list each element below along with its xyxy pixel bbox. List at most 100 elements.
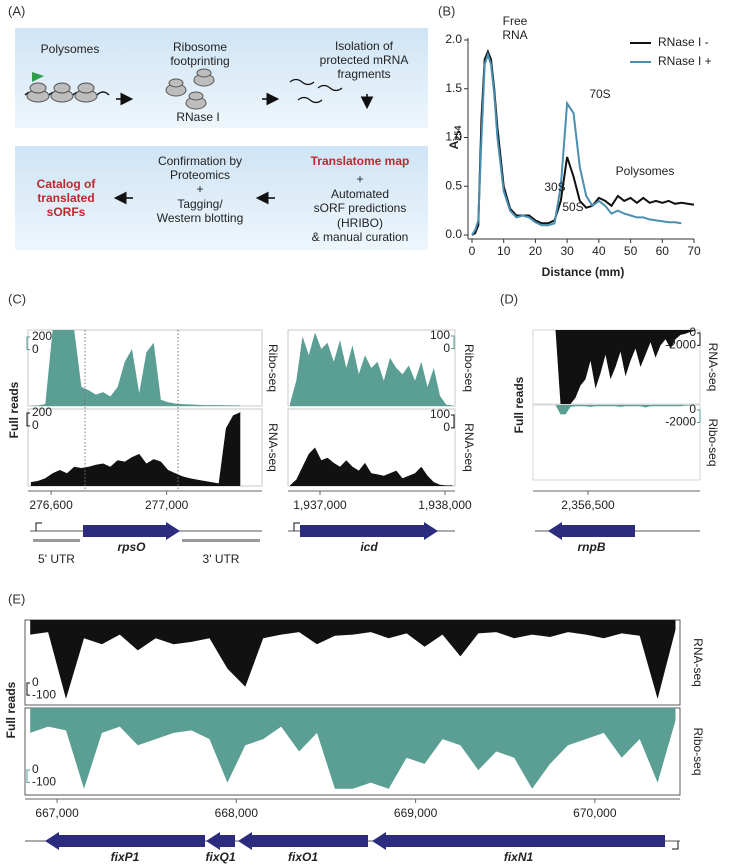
gene-arrow <box>372 832 665 850</box>
step-text: protected mRNA <box>320 53 409 67</box>
track-label: Ribo-seq <box>266 344 280 392</box>
step-text: Western blotting <box>157 211 244 225</box>
coverage-area <box>30 708 676 789</box>
annotation: RNA <box>502 28 527 42</box>
gene-label: fixP1 <box>111 850 140 864</box>
scale-label: 0 <box>689 325 696 339</box>
gene-arrow <box>548 522 635 540</box>
y-tick-label: 1.5 <box>445 81 462 95</box>
scale-label: 200 <box>32 405 52 419</box>
annotation: 50S <box>562 200 583 214</box>
scale-bracket <box>26 336 30 351</box>
x-tick-label: 70 <box>687 244 701 258</box>
y-axis-label: Full reads <box>7 381 21 438</box>
arrows <box>113 92 374 205</box>
step-text: sORF predictions <box>314 201 407 215</box>
utr-bar <box>33 539 80 542</box>
gene-label: fixN1 <box>504 850 534 864</box>
step-text: + <box>356 172 363 186</box>
gene-arrow <box>206 832 235 850</box>
x-tick-label: 277,000 <box>145 498 189 512</box>
scale-label: -2000 <box>665 415 696 429</box>
scale-label: 100 <box>430 328 450 342</box>
gene-label: icd <box>360 540 378 554</box>
step-text: Isolation of <box>335 39 394 53</box>
utr-label: 5' UTR <box>38 552 75 566</box>
fragments <box>289 78 343 104</box>
panel-label: (C) <box>8 291 26 306</box>
y-axis-label: A254 <box>447 126 463 150</box>
x-tick-label: 668,000 <box>215 806 259 820</box>
scale-label: 0 <box>32 762 39 776</box>
y-axis-label: Full reads <box>4 681 18 738</box>
gene-arrow <box>83 522 180 540</box>
x-tick-label: 276,600 <box>29 498 73 512</box>
annotation: Polysomes <box>616 164 675 178</box>
track-label: RNA-seq <box>706 343 720 392</box>
scale-label: 0 <box>443 420 450 434</box>
step-text: RNase I <box>176 110 219 124</box>
x-tick-label: 2,356,500 <box>561 498 615 512</box>
gene-arrow <box>300 522 438 540</box>
x-tick-label: 0 <box>469 244 476 258</box>
coverage-area <box>535 330 696 404</box>
coverage-area <box>535 405 696 415</box>
track-label: Ribo-seq <box>706 418 720 466</box>
x-tick-label: 667,000 <box>35 806 79 820</box>
annotation: 70S <box>589 87 610 101</box>
utr-label: 3' UTR <box>203 552 240 566</box>
workflow-box <box>15 146 428 250</box>
panel-label: (B) <box>438 3 455 18</box>
legend-label: RNase I + <box>658 54 712 68</box>
coverage-area <box>290 332 453 406</box>
x-tick-label: 1,937,000 <box>293 498 347 512</box>
step-text: & manual curation <box>312 230 409 244</box>
annotation: 30S <box>544 180 565 194</box>
coverage-area <box>30 330 241 406</box>
step-title: translated <box>37 191 94 205</box>
scale-label: -100 <box>32 775 56 789</box>
tss-arrow <box>293 522 300 531</box>
step-text: fragments <box>337 67 390 81</box>
start-flag <box>32 72 44 82</box>
gene-label: fixQ1 <box>205 850 235 864</box>
scale-label: 0 <box>32 418 39 432</box>
tss-arrow <box>35 522 42 531</box>
scale-label: 200 <box>32 329 52 343</box>
scale-bracket <box>26 412 30 427</box>
x-tick-label: 670,000 <box>573 806 617 820</box>
x-tick-label: 40 <box>592 244 606 258</box>
track-label: Ribo-seq <box>462 344 476 392</box>
scale-label: -2000 <box>665 338 696 352</box>
x-tick-label: 30 <box>560 244 574 258</box>
step-text: Automated <box>331 187 389 201</box>
y-tick-label: 0.5 <box>445 178 462 192</box>
step-title: Translatome map <box>311 154 410 168</box>
step-text: Proteomics <box>170 168 230 182</box>
y-tick-label: 0.0 <box>445 227 462 241</box>
panel-label: (A) <box>8 3 25 18</box>
scale-bracket <box>451 335 455 350</box>
track-label: Ribo-seq <box>691 727 705 775</box>
step-text: + <box>196 182 203 196</box>
step-text: Ribosome <box>173 40 227 54</box>
track-label: RNA-seq <box>266 423 280 472</box>
scale-label: 0 <box>32 342 39 356</box>
x-tick-label: 20 <box>529 244 543 258</box>
panel-label: (D) <box>500 291 518 306</box>
scale-bracket <box>697 332 701 346</box>
coverage-area <box>30 620 676 699</box>
gene-arrow <box>45 832 205 850</box>
track-label: RNA-seq <box>462 423 476 472</box>
scale-label: -100 <box>32 687 56 701</box>
gene-label: rnpB <box>578 540 606 554</box>
scale-label: 0 <box>689 402 696 416</box>
y-axis-label-main: A <box>447 140 461 149</box>
scale-bracket <box>451 414 455 429</box>
step-text: (HRIBO) <box>337 216 383 230</box>
y-tick-label: 2.0 <box>445 32 462 46</box>
panel-label: (E) <box>8 591 25 606</box>
scale-label: 100 <box>430 407 450 421</box>
legend-label: RNase I - <box>658 35 709 49</box>
